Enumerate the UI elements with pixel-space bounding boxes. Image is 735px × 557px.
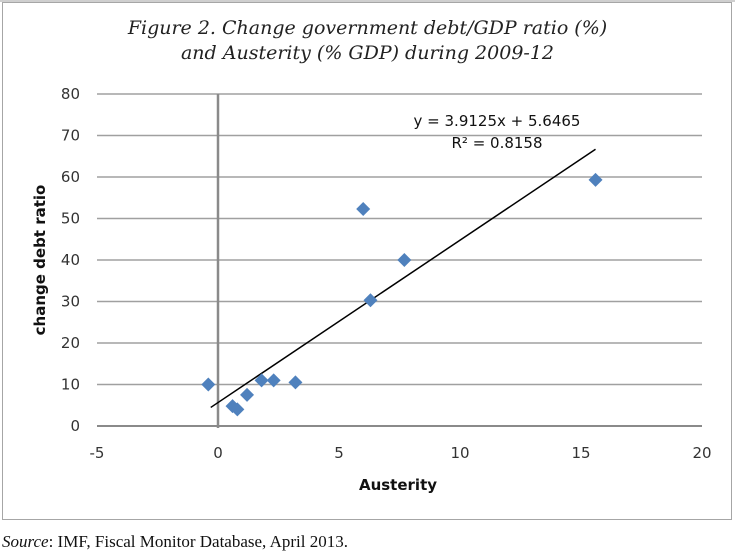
data-point: [266, 373, 281, 388]
y-tick-label: 10: [61, 376, 80, 394]
y-tick-label: 70: [61, 127, 80, 145]
y-tick-label: 40: [61, 251, 80, 269]
y-tick-label: 0: [70, 417, 80, 435]
trendline: [210, 148, 596, 409]
x-tick-labels: -5 0 5 10 15 20: [90, 444, 712, 462]
x-tick-label: 5: [334, 444, 344, 462]
data-point: [230, 402, 245, 417]
chart-title: Figure 2. Change government debt/GDP rat…: [0, 16, 735, 66]
chart-title-line-1: Figure 2. Change government debt/GDP rat…: [127, 17, 608, 39]
x-tick-label: 15: [571, 444, 590, 462]
data-point: [254, 373, 269, 388]
x-tick-label: 10: [450, 444, 469, 462]
y-tick-label: 20: [61, 334, 80, 352]
source-label: Source: [2, 532, 49, 551]
data-points: [201, 172, 603, 417]
source-note: Source: IMF, Fiscal Monitor Database, Ap…: [2, 532, 348, 552]
y-tick-label: 80: [61, 85, 80, 103]
data-point: [201, 377, 216, 392]
x-axis-title: Austerity: [359, 476, 437, 494]
data-point: [397, 253, 412, 267]
data-point: [588, 172, 603, 187]
y-tick-label: 60: [61, 168, 80, 186]
data-point: [240, 387, 255, 402]
source-text: : IMF, Fiscal Monitor Database, April 20…: [48, 532, 348, 551]
data-point: [356, 201, 371, 216]
x-tick-label: 0: [213, 444, 223, 462]
x-tick-label: 20: [692, 444, 711, 462]
y-axis-title: change debt ratio: [31, 185, 49, 336]
trendline-equation: y = 3.9125x + 5.6465: [414, 112, 581, 130]
chart-frame: [2, 2, 732, 520]
y-tick-labels: 0 10 20 30 40 50 60 70 80: [61, 85, 80, 435]
y-tick-label: 30: [61, 293, 80, 311]
data-point: [288, 375, 303, 390]
top-rule: [0, 0, 735, 2]
trendline-r-squared: R² = 0.8158: [451, 134, 542, 152]
x-tick-label: -5: [90, 444, 105, 462]
chart-title-line-2: and Austerity (% GDP) during 2009-12: [180, 42, 555, 64]
y-tick-label: 50: [61, 210, 80, 228]
data-point: [363, 293, 378, 308]
